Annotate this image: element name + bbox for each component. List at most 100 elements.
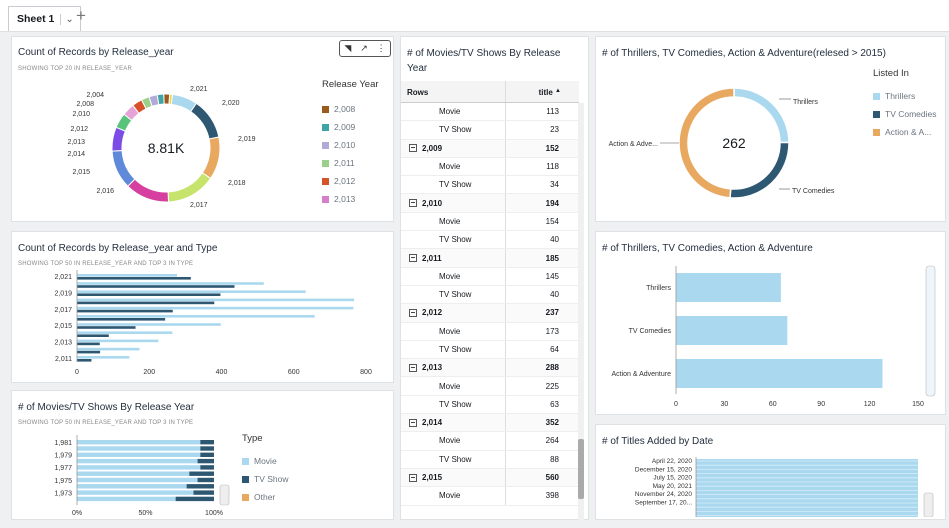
table-row[interactable]: TV Show 40: [401, 231, 579, 250]
table-row[interactable]: Movie 154: [401, 212, 579, 232]
bar-movie[interactable]: [77, 274, 178, 277]
legend-item[interactable]: 2,013: [322, 190, 379, 208]
legend-item[interactable]: 2,009: [322, 118, 379, 136]
bar-movie[interactable]: [77, 331, 173, 334]
bar-tvshow[interactable]: [77, 277, 191, 280]
bar-tvshow[interactable]: [197, 458, 214, 464]
bar-movie[interactable]: [77, 339, 159, 343]
sheet-tab[interactable]: Sheet 1 ⌄: [8, 6, 81, 31]
table-row[interactable]: Movie 145: [401, 267, 579, 286]
scrollbar-thumb[interactable]: [578, 439, 584, 499]
collapse-icon[interactable]: –: [409, 417, 417, 427]
bar-tvshow[interactable]: [77, 301, 215, 305]
donut-slice[interactable]: [167, 172, 212, 203]
bar-movie[interactable]: [77, 452, 201, 457]
bar-movie[interactable]: [77, 490, 194, 495]
donut-slice[interactable]: [201, 136, 221, 180]
legend-item[interactable]: 2,011: [322, 154, 379, 172]
bar-tvshow[interactable]: [77, 342, 100, 346]
legend-item[interactable]: Other: [242, 488, 289, 506]
donut-slice[interactable]: [190, 102, 220, 140]
table-scrollbar[interactable]: [578, 103, 584, 528]
bar-movie[interactable]: [77, 440, 201, 445]
bar-tvshow[interactable]: [77, 350, 101, 354]
donut-slice[interactable]: [168, 93, 174, 105]
bar-tvshow[interactable]: [193, 490, 214, 495]
bar-movie[interactable]: [77, 315, 315, 318]
donut-slice[interactable]: [111, 126, 127, 152]
legend-item[interactable]: Action & A...: [873, 123, 937, 141]
table-row[interactable]: TV Show 63: [401, 395, 579, 415]
donut-slice[interactable]: [111, 150, 136, 187]
bar-movie[interactable]: [77, 298, 355, 302]
bar-movie[interactable]: [77, 465, 201, 470]
timeline-bars[interactable]: [696, 459, 918, 517]
table-row[interactable]: Movie 264: [401, 432, 579, 451]
bar-movie[interactable]: [77, 306, 354, 310]
chart-type-icon[interactable]: ◥: [344, 43, 352, 53]
collapse-icon[interactable]: –: [409, 307, 417, 317]
legend-item[interactable]: Movie: [242, 452, 289, 470]
table-group-row[interactable]: –2,011 185: [401, 249, 579, 268]
legend-item[interactable]: 2,012: [322, 172, 379, 190]
table-row[interactable]: TV Show 64: [401, 340, 579, 360]
bar-tvshow[interactable]: [200, 440, 214, 445]
more-options-icon[interactable]: ⋮: [376, 43, 386, 53]
legend-item[interactable]: 2,008: [322, 100, 379, 118]
collapse-icon[interactable]: –: [409, 198, 417, 208]
bar-movie[interactable]: [77, 347, 140, 351]
expand-icon[interactable]: ↗: [360, 43, 368, 53]
bar-tvshow[interactable]: [200, 465, 214, 470]
bar[interactable]: [676, 359, 883, 388]
bar[interactable]: [676, 273, 781, 302]
bar[interactable]: [676, 316, 788, 345]
chart-scrollbar[interactable]: [925, 265, 936, 397]
legend-item[interactable]: Thrillers: [873, 87, 937, 105]
collapse-icon[interactable]: –: [409, 472, 417, 482]
table-group-row[interactable]: –2,013 288: [401, 359, 579, 378]
chart-scrollbar[interactable]: [923, 492, 934, 517]
bar-movie[interactable]: [77, 356, 130, 359]
bar-tvshow[interactable]: [186, 484, 214, 489]
donut-slice[interactable]: [127, 178, 170, 203]
table-group-row[interactable]: –2,010 194: [401, 194, 579, 213]
legend-item[interactable]: TV Comedies: [873, 105, 937, 123]
table-group-row[interactable]: –2,009 152: [401, 139, 579, 158]
bar-tvshow[interactable]: [200, 452, 214, 457]
collapse-icon[interactable]: –: [409, 362, 417, 372]
bar-tvshow[interactable]: [77, 293, 221, 296]
bar-tvshow[interactable]: [77, 309, 173, 313]
bar-tvshow[interactable]: [77, 285, 235, 288]
collapse-icon[interactable]: –: [409, 253, 417, 263]
table-row[interactable]: TV Show 34: [401, 176, 579, 195]
bar-movie[interactable]: [77, 458, 198, 464]
table-row[interactable]: Movie 118: [401, 157, 579, 177]
bar-movie[interactable]: [77, 477, 198, 483]
bar-tvshow[interactable]: [77, 318, 166, 321]
bar-movie[interactable]: [77, 496, 176, 502]
table-row[interactable]: Movie 225: [401, 377, 579, 396]
col-rows-header[interactable]: Rows: [407, 88, 429, 97]
chart-scrollbar[interactable]: [219, 484, 230, 506]
table-row[interactable]: Movie 113: [401, 103, 579, 122]
table-row[interactable]: Movie 398: [401, 487, 579, 506]
collapse-icon[interactable]: –: [409, 143, 417, 153]
table-group-row[interactable]: –2,015 560: [401, 468, 579, 488]
bar-movie[interactable]: [77, 471, 190, 476]
bar-tvshow[interactable]: [197, 477, 214, 483]
table-row[interactable]: TV Show 88: [401, 450, 579, 469]
table-group-row[interactable]: –2,014 352: [401, 414, 579, 433]
plus-icon[interactable]: +: [76, 6, 86, 25]
bar-movie[interactable]: [77, 282, 264, 285]
table-group-row[interactable]: –2,012 237: [401, 304, 579, 323]
table-row[interactable]: Movie 173: [401, 322, 579, 341]
bar-tvshow[interactable]: [189, 471, 214, 476]
bar-tvshow[interactable]: [77, 359, 92, 362]
table-row[interactable]: TV Show 23: [401, 121, 579, 140]
bar-tvshow[interactable]: [200, 446, 214, 451]
col-title-header[interactable]: title ▲: [505, 81, 567, 102]
legend-item[interactable]: TV Show: [242, 470, 289, 488]
table-row[interactable]: TV Show 40: [401, 285, 579, 305]
bar-movie[interactable]: [77, 290, 306, 293]
bar-movie[interactable]: [77, 323, 221, 326]
